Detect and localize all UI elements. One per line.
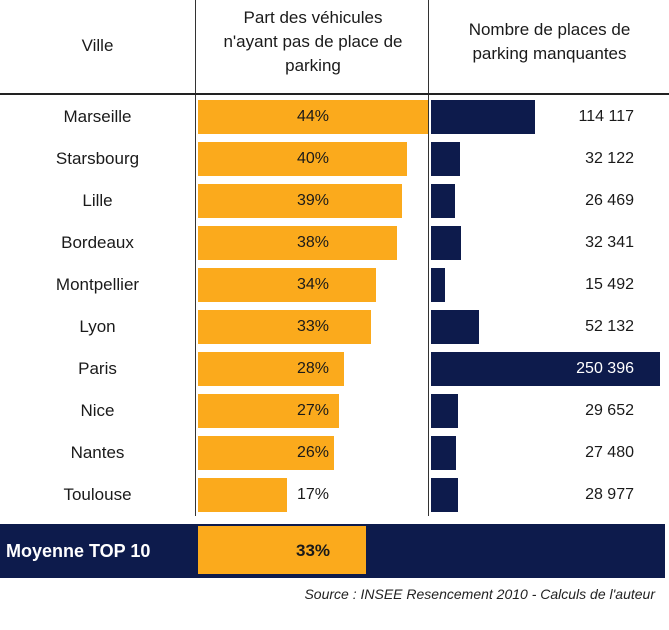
city-label: Paris (78, 359, 117, 378)
average-pct-label: 33% (295, 541, 331, 560)
pct-bar (198, 436, 334, 470)
table-row: Nantes 26% 27 480 (0, 432, 669, 474)
places-bar (431, 226, 461, 260)
places-label: 52 132 (585, 318, 634, 335)
pct-bar (198, 352, 344, 386)
header-places: Nombre de places de parking manquantes (430, 18, 669, 66)
places-label: 32 122 (585, 150, 634, 167)
places-bar (431, 142, 460, 176)
pct-label: 27% (296, 402, 330, 419)
city-label: Nantes (70, 443, 125, 462)
table-row: Marseille 44% 114 117 (0, 96, 669, 138)
header-part-line3: parking (285, 56, 341, 75)
places-bar (431, 268, 445, 302)
places-label: 114 117 (578, 108, 634, 125)
places-bar (431, 394, 458, 428)
places-label: 29 652 (585, 402, 634, 419)
city-label: Toulouse (63, 485, 132, 504)
city-label: Bordeaux (61, 233, 134, 252)
table-row: Bordeaux 38% 32 341 (0, 222, 669, 264)
places-bar (431, 478, 458, 512)
city-label: Montpellier (55, 275, 140, 294)
places-bar (431, 352, 660, 386)
table-body: Marseille 44% 114 117 Starsbourg 40% 32 122 Li… (0, 96, 669, 516)
pct-bar (198, 100, 428, 134)
pct-bar (198, 142, 407, 176)
places-label: 26 469 (585, 192, 634, 209)
places-label: 32 341 (585, 234, 634, 251)
pct-label: 40% (296, 150, 330, 167)
city-label: Marseille (63, 107, 132, 126)
pct-label: 33% (296, 318, 330, 335)
places-label: 27 480 (585, 444, 634, 461)
places-bar (431, 100, 535, 134)
pct-bar (198, 268, 376, 302)
places-bar (431, 184, 455, 218)
city-label: Starsbourg (55, 149, 140, 168)
pct-label: 28% (296, 360, 330, 377)
city-label: Lyon (79, 317, 116, 336)
table-row: Lyon 33% 52 132 (0, 306, 669, 348)
header-places-line1: Nombre de places de (468, 20, 631, 39)
pct-label: 39% (296, 192, 330, 209)
header-part-line2: n'ayant pas de place de (223, 32, 403, 51)
table-row: Lille 39% 26 469 (0, 180, 669, 222)
table-row: Paris 28% 250 396 (0, 348, 669, 390)
pct-bar (198, 478, 287, 512)
table-row: Starsbourg 40% 32 122 (0, 138, 669, 180)
table-row: Montpellier 34% 15 492 (0, 264, 669, 306)
header-rule (0, 93, 669, 95)
city-label: Nice (80, 401, 115, 420)
pct-label: 38% (296, 234, 330, 251)
places-bar (431, 436, 456, 470)
average-row: Moyenne TOP 10 33% (0, 524, 665, 578)
pct-bar (198, 310, 371, 344)
places-label: 28 977 (585, 486, 634, 503)
header-part: Part des véhicules n'ayant pas de place … (196, 6, 430, 78)
header-places-line2: parking manquantes (472, 44, 627, 63)
city-label: Lille (82, 191, 113, 210)
header-ville: Ville (0, 34, 195, 58)
column-divider-left (195, 0, 196, 516)
pct-bar (198, 394, 339, 428)
table-row: Toulouse 17% 28 977 (0, 474, 669, 516)
places-label: 15 492 (585, 276, 634, 293)
column-divider-right (428, 0, 429, 516)
places-label: 250 396 (576, 360, 634, 377)
pct-label: 17% (296, 486, 330, 503)
average-pct-bar (198, 526, 366, 574)
pct-label: 34% (296, 276, 330, 293)
pct-label: 44% (296, 108, 330, 125)
table-row: Nice 27% 29 652 (0, 390, 669, 432)
pct-bar (198, 226, 397, 260)
pct-bar (198, 184, 402, 218)
header-ville-label: Ville (81, 36, 114, 55)
pct-label: 26% (296, 444, 330, 461)
source-note: Source : INSEE Resencement 2010 - Calcul… (304, 586, 655, 602)
average-label: Moyenne TOP 10 (6, 541, 151, 561)
places-bar (431, 310, 479, 344)
header-part-line1: Part des véhicules (243, 8, 383, 27)
